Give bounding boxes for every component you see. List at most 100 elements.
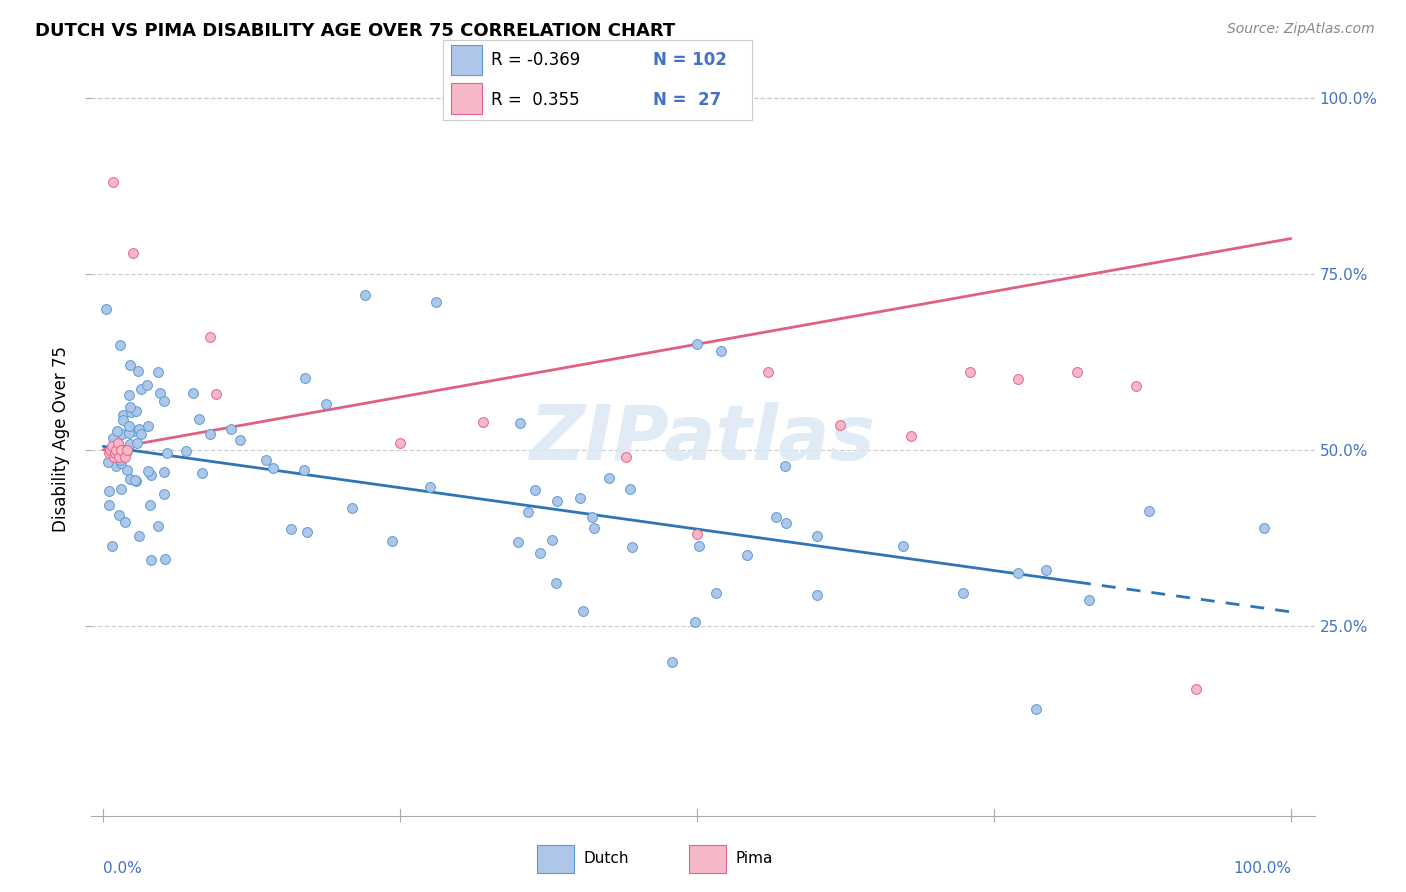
- Bar: [689, 845, 725, 872]
- Point: [353, 288, 375, 302]
- Point: [153, 394, 176, 409]
- Point: [127, 364, 149, 378]
- Text: 0.0%: 0.0%: [103, 862, 142, 877]
- Point: [118, 418, 141, 433]
- Point: [710, 344, 733, 359]
- Point: [124, 473, 146, 487]
- Point: [110, 456, 132, 470]
- Point: [128, 529, 150, 543]
- Point: [1066, 365, 1088, 379]
- Text: ZIPatlas: ZIPatlas: [530, 402, 876, 476]
- Point: [686, 337, 709, 351]
- Point: [115, 462, 138, 476]
- Point: [98, 498, 121, 512]
- Point: [1078, 592, 1101, 607]
- Point: [765, 510, 787, 524]
- Point: [571, 604, 593, 618]
- Point: [315, 397, 337, 411]
- Point: [153, 486, 176, 500]
- Point: [101, 539, 124, 553]
- Point: [104, 458, 127, 473]
- Point: [118, 425, 141, 440]
- Point: [110, 453, 132, 467]
- Point: [773, 458, 796, 473]
- Point: [139, 468, 162, 483]
- Point: [111, 427, 134, 442]
- Point: [598, 471, 620, 485]
- Point: [419, 480, 441, 494]
- Point: [900, 429, 922, 443]
- Point: [191, 466, 214, 480]
- Point: [581, 510, 603, 524]
- Point: [124, 404, 146, 418]
- Y-axis label: Disability Age Over 75: Disability Age Over 75: [52, 346, 70, 533]
- Point: [104, 432, 127, 446]
- Point: [118, 358, 141, 372]
- Point: [546, 494, 568, 508]
- Point: [619, 482, 641, 496]
- Point: [1025, 702, 1047, 716]
- Point: [775, 516, 797, 531]
- Point: [806, 529, 828, 543]
- Point: [959, 365, 981, 379]
- Point: [96, 302, 118, 317]
- Point: [952, 585, 974, 599]
- Point: [107, 450, 129, 464]
- Text: N =  27: N = 27: [654, 91, 721, 109]
- Point: [136, 419, 159, 434]
- Point: [294, 371, 316, 385]
- Point: [115, 442, 138, 457]
- Point: [128, 422, 150, 436]
- Point: [152, 465, 174, 479]
- Point: [108, 338, 131, 352]
- Point: [540, 533, 562, 547]
- Point: [1185, 682, 1208, 697]
- Point: [118, 388, 141, 402]
- Point: [138, 464, 160, 478]
- Point: [110, 442, 132, 457]
- Text: Dutch: Dutch: [583, 851, 630, 866]
- Point: [524, 483, 547, 498]
- Text: DUTCH VS PIMA DISABILITY AGE OVER 75 CORRELATION CHART: DUTCH VS PIMA DISABILITY AGE OVER 75 COR…: [35, 22, 675, 40]
- Point: [280, 522, 302, 536]
- Point: [118, 436, 141, 450]
- Point: [118, 400, 141, 414]
- Point: [735, 548, 758, 562]
- Point: [198, 427, 221, 442]
- Point: [149, 386, 172, 401]
- Point: [686, 527, 709, 541]
- Point: [517, 505, 540, 519]
- Text: N = 102: N = 102: [654, 51, 727, 70]
- Point: [110, 482, 132, 496]
- Point: [187, 412, 209, 426]
- Point: [1007, 566, 1029, 580]
- Point: [683, 615, 706, 629]
- Text: 100.0%: 100.0%: [1233, 862, 1291, 877]
- Point: [156, 446, 179, 460]
- Text: R =  0.355: R = 0.355: [491, 91, 579, 109]
- Point: [112, 412, 135, 426]
- Point: [117, 444, 139, 458]
- Text: Source: ZipAtlas.com: Source: ZipAtlas.com: [1227, 22, 1375, 37]
- Point: [205, 386, 228, 401]
- Point: [529, 546, 551, 560]
- Point: [891, 539, 914, 553]
- Point: [155, 552, 177, 566]
- Point: [389, 435, 412, 450]
- Point: [292, 462, 315, 476]
- Point: [129, 426, 152, 441]
- Point: [425, 295, 447, 310]
- Point: [100, 442, 122, 457]
- Point: [97, 454, 120, 468]
- Point: [472, 415, 495, 429]
- Point: [1007, 372, 1029, 386]
- Point: [661, 656, 683, 670]
- Point: [582, 521, 605, 535]
- Point: [828, 418, 851, 433]
- Point: [620, 541, 643, 555]
- Point: [509, 416, 531, 430]
- Point: [101, 175, 124, 189]
- Point: [181, 386, 204, 401]
- Point: [112, 408, 135, 422]
- Point: [295, 524, 318, 539]
